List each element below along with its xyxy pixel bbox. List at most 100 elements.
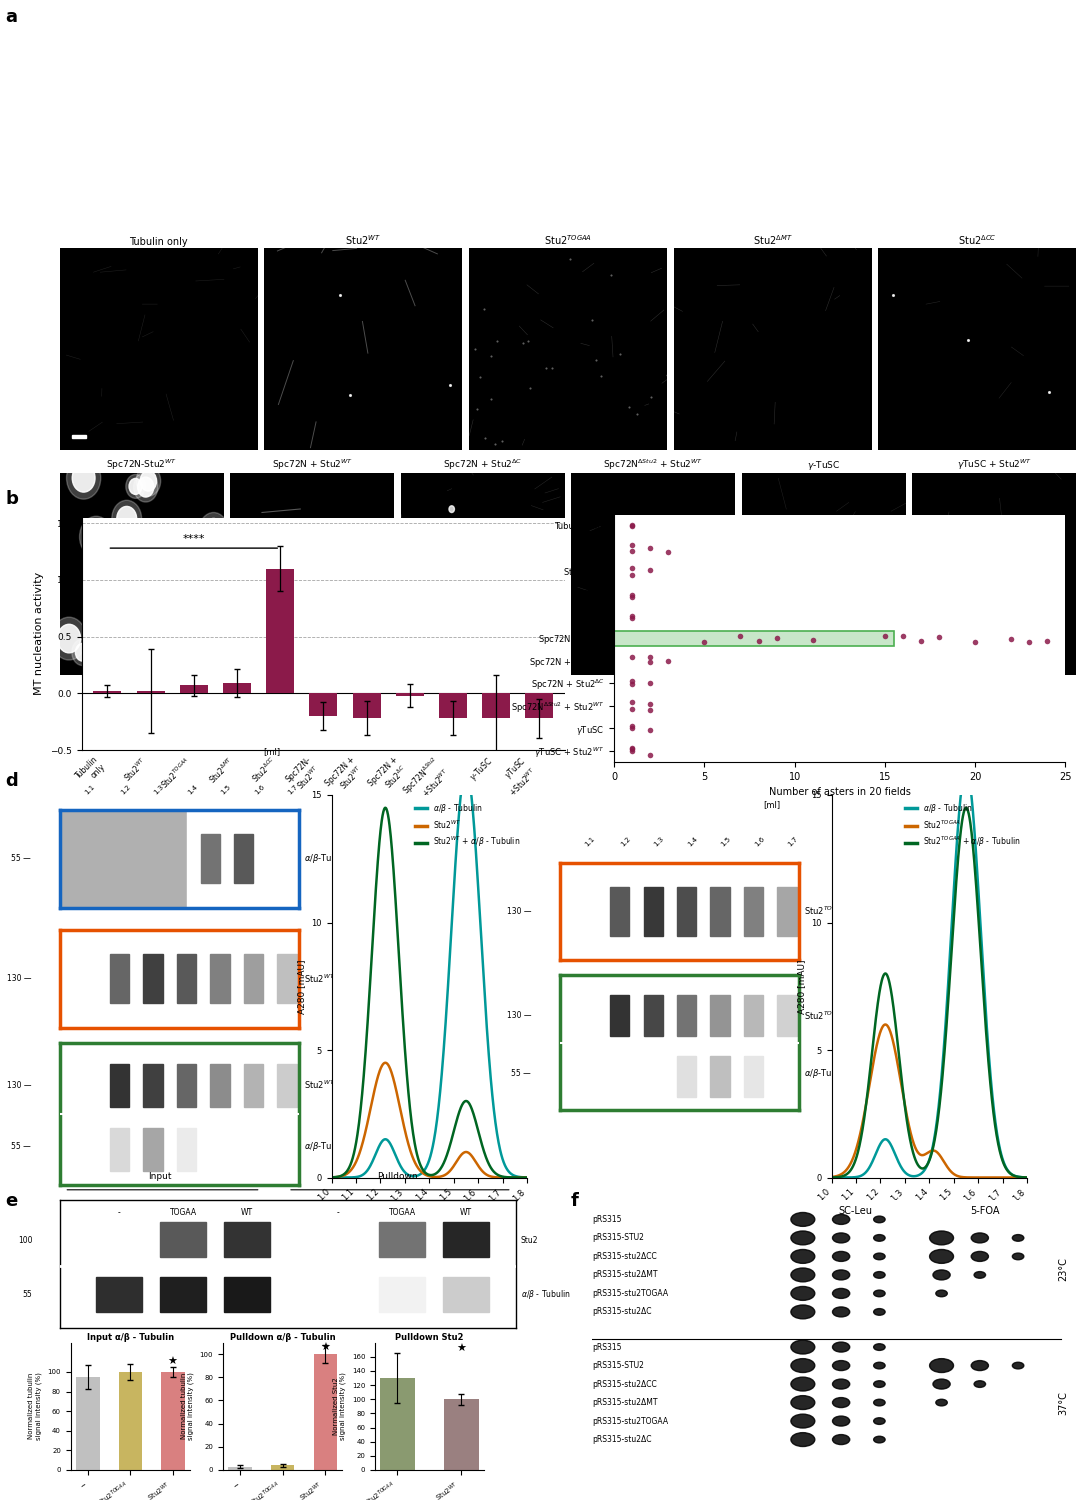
Text: 100: 100 [17,1236,33,1245]
Circle shape [153,572,168,590]
Point [641,536,659,560]
Circle shape [159,582,182,609]
Circle shape [833,1233,850,1244]
Text: 1.1: 1.1 [584,836,596,848]
Y-axis label: A280 [mAU]: A280 [mAU] [297,958,305,1014]
Bar [614,632,894,645]
Circle shape [104,597,116,612]
Title: Stu2$^{WT}$: Stu2$^{WT}$ [346,232,382,246]
Circle shape [366,549,382,567]
Circle shape [791,1414,815,1428]
Legend: $\alpha/\beta$ - Tubulin, Stu2$^{WT}$, Stu2$^{WT}$ + $\alpha/\beta$ - Tubulin: $\alpha/\beta$ - Tubulin, Stu2$^{WT}$, S… [412,800,523,852]
Bar [644,996,663,1035]
Bar [235,834,253,884]
Title: Spc72N + Stu2$^{\Delta C}$: Spc72N + Stu2$^{\Delta C}$ [443,458,523,472]
Point [912,628,929,652]
Point [767,626,785,650]
Text: e: e [5,1192,17,1210]
Circle shape [1023,620,1032,630]
Circle shape [75,644,90,662]
Text: $\bigstar$: $\bigstar$ [167,1354,178,1366]
Text: 1.1: 1.1 [84,783,96,795]
Bar [677,886,696,936]
Text: [ml]: [ml] [263,747,280,756]
Bar [677,1056,696,1096]
Circle shape [833,1360,850,1371]
Text: pRS315-stu2ΔCC: pRS315-stu2ΔCC [592,1380,658,1389]
Circle shape [138,477,153,496]
Circle shape [202,586,218,606]
Point [895,624,912,648]
Bar [777,996,797,1035]
Circle shape [874,1436,885,1443]
Text: 37°C: 37°C [1059,1390,1069,1414]
Circle shape [833,1416,850,1426]
Circle shape [79,516,113,558]
Bar [439,693,467,718]
Bar [443,1276,489,1312]
Text: -: - [117,1208,121,1216]
Bar [177,954,196,1004]
Bar [777,886,797,936]
Bar [677,996,696,1035]
Circle shape [874,1380,885,1388]
Point [876,624,894,648]
Point [750,628,767,652]
Circle shape [833,1288,850,1299]
Circle shape [833,1434,850,1444]
Circle shape [427,646,437,658]
Text: pRS315: pRS315 [592,1342,622,1352]
Text: 55: 55 [23,1290,33,1299]
X-axis label: Elution volume [ml]: Elution volume [ml] [885,1209,974,1218]
Point [641,558,659,582]
Circle shape [791,1287,815,1300]
Circle shape [933,1270,950,1280]
Circle shape [350,528,364,546]
Circle shape [129,478,142,495]
Bar [277,954,297,1004]
Circle shape [140,597,163,626]
Bar [443,1221,489,1257]
Circle shape [1012,1252,1024,1260]
Circle shape [140,471,157,490]
Circle shape [107,576,143,621]
Title: Spc72N + Stu2$^{WT}$: Spc72N + Stu2$^{WT}$ [272,458,353,472]
Bar [310,693,337,715]
Bar [177,1064,196,1107]
Title: $\gamma$TuSC + Stu2$^{WT}$: $\gamma$TuSC + Stu2$^{WT}$ [957,458,1032,472]
Point [696,630,713,654]
Y-axis label: Normalized tubulin
signal intensity (%): Normalized tubulin signal intensity (%) [28,1372,42,1440]
Text: ****: **** [183,534,205,543]
Bar [443,1400,478,1470]
Point [624,690,641,714]
Bar [644,886,663,936]
Bar [110,954,129,1004]
Circle shape [791,1340,815,1354]
Circle shape [126,474,146,498]
Text: d: d [5,772,18,790]
Point [660,540,677,564]
Circle shape [874,1272,885,1278]
Text: pRS315-stu2TOGAA: pRS315-stu2TOGAA [592,1416,669,1425]
Text: 1.4: 1.4 [687,836,699,848]
Circle shape [72,639,93,666]
Bar [379,1221,425,1257]
Bar [243,954,263,1004]
Bar [211,954,229,1004]
Circle shape [58,624,80,652]
Point [624,698,641,721]
Circle shape [112,501,141,537]
Circle shape [791,1305,815,1318]
Point [641,645,659,669]
Text: WT: WT [460,1208,472,1216]
Point [624,604,641,628]
Text: 130 —: 130 — [7,975,32,984]
Circle shape [134,472,158,502]
Point [641,718,659,742]
Circle shape [52,616,86,660]
Point [624,669,641,693]
Circle shape [874,1252,885,1260]
Circle shape [974,1380,986,1388]
Circle shape [204,519,223,543]
Circle shape [791,1432,815,1446]
